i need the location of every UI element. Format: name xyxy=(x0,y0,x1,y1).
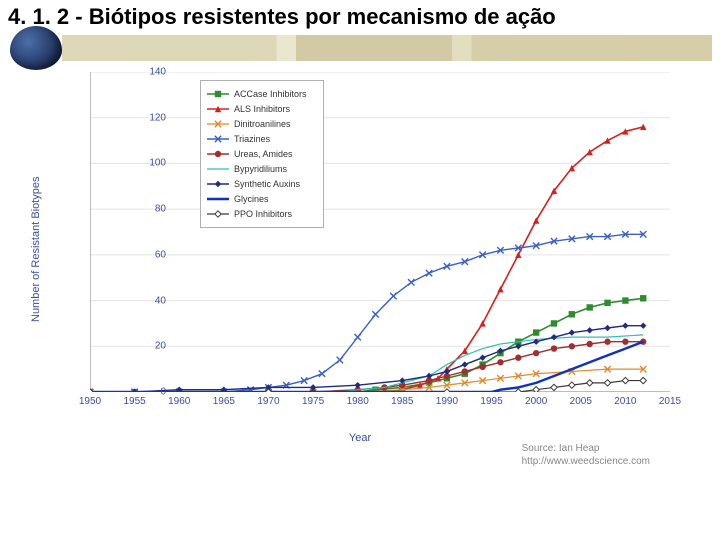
legend-swatch xyxy=(207,119,229,129)
legend-row: Synthetic Auxins xyxy=(207,178,317,190)
legend-row: ALS Inhibitors xyxy=(207,103,317,115)
chart-svg xyxy=(90,72,670,392)
y-tick-label: 120 xyxy=(149,112,166,123)
x-tick-label: 1995 xyxy=(480,396,502,407)
source-line1: Source: Ian Heap xyxy=(522,442,650,455)
legend-swatch xyxy=(207,164,229,174)
source-credit: Source: Ian Heap http://www.weedscience.… xyxy=(522,442,650,468)
legend-label: ALS Inhibitors xyxy=(234,104,317,114)
legend-swatch xyxy=(207,134,229,144)
slide: 4. 1. 2 - Biótipos resistentes por mecan… xyxy=(0,0,720,540)
legend-row: Bypyridiliums xyxy=(207,163,317,175)
legend-row: Triazines xyxy=(207,133,317,145)
legend-swatch xyxy=(207,194,229,204)
y-tick-label: 0 xyxy=(160,387,166,398)
x-tick-label: 2015 xyxy=(659,396,681,407)
legend-label: Ureas, Amides xyxy=(234,149,317,159)
legend-row: Ureas, Amides xyxy=(207,148,317,160)
legend-label: Triazines xyxy=(234,134,317,144)
y-tick-label: 40 xyxy=(155,295,166,306)
legend-label: PPO Inhibitors xyxy=(234,209,317,219)
legend-label: Glycines xyxy=(234,194,317,204)
legend-swatch xyxy=(207,209,229,219)
source-line2: http://www.weedscience.com xyxy=(522,455,650,468)
y-tick-label: 80 xyxy=(155,204,166,215)
series-accase-inhibitors xyxy=(90,295,646,392)
chart-container: Number of Resistant Biotypes 0 20 40 60 80 10… xyxy=(30,72,690,472)
y-axis-label: Number of Resistant Biotypes xyxy=(30,176,42,322)
x-axis-label: Year xyxy=(349,432,371,444)
legend-row: PPO Inhibitors xyxy=(207,208,317,220)
y-tick-label: 100 xyxy=(149,158,166,169)
chart-plot-area xyxy=(90,72,670,392)
x-tick-label: 1950 xyxy=(79,396,101,407)
x-tick-label: 1955 xyxy=(123,396,145,407)
legend-row: Dinitroanilines xyxy=(207,118,317,130)
x-tick-label: 1985 xyxy=(391,396,413,407)
x-tick-label: 2000 xyxy=(525,396,547,407)
x-tick-label: 2010 xyxy=(614,396,636,407)
x-tick-label: 1990 xyxy=(436,396,458,407)
legend-label: ACCase Inhibitors xyxy=(234,89,317,99)
globe-decoration xyxy=(10,26,62,70)
x-tick-label: 2005 xyxy=(570,396,592,407)
series-synthetic-auxins xyxy=(90,323,646,392)
y-tick-label: 20 xyxy=(155,341,166,352)
y-tick-label: 60 xyxy=(155,249,166,260)
legend-swatch xyxy=(207,179,229,189)
legend-swatch xyxy=(207,89,229,99)
y-tick-label: 140 xyxy=(149,67,166,78)
title-underline xyxy=(62,35,712,61)
legend-swatch xyxy=(207,149,229,159)
x-tick-label: 1970 xyxy=(257,396,279,407)
x-tick-label: 1980 xyxy=(347,396,369,407)
legend-row: ACCase Inhibitors xyxy=(207,88,317,100)
series-dinitroanilines xyxy=(90,366,646,392)
legend-label: Bypyridiliums xyxy=(234,164,317,174)
chart-legend: ACCase Inhibitors ALS Inhibitors Dinitroan… xyxy=(200,80,324,228)
x-tick-label: 1975 xyxy=(302,396,324,407)
legend-label: Synthetic Auxins xyxy=(234,179,317,189)
slide-title: 4. 1. 2 - Biótipos resistentes por mecan… xyxy=(8,4,556,30)
series-bypyridiliums xyxy=(90,335,643,392)
x-tick-label: 1965 xyxy=(213,396,235,407)
legend-row: Glycines xyxy=(207,193,317,205)
legend-swatch xyxy=(207,104,229,114)
legend-label: Dinitroanilines xyxy=(234,119,317,129)
x-tick-label: 1960 xyxy=(168,396,190,407)
